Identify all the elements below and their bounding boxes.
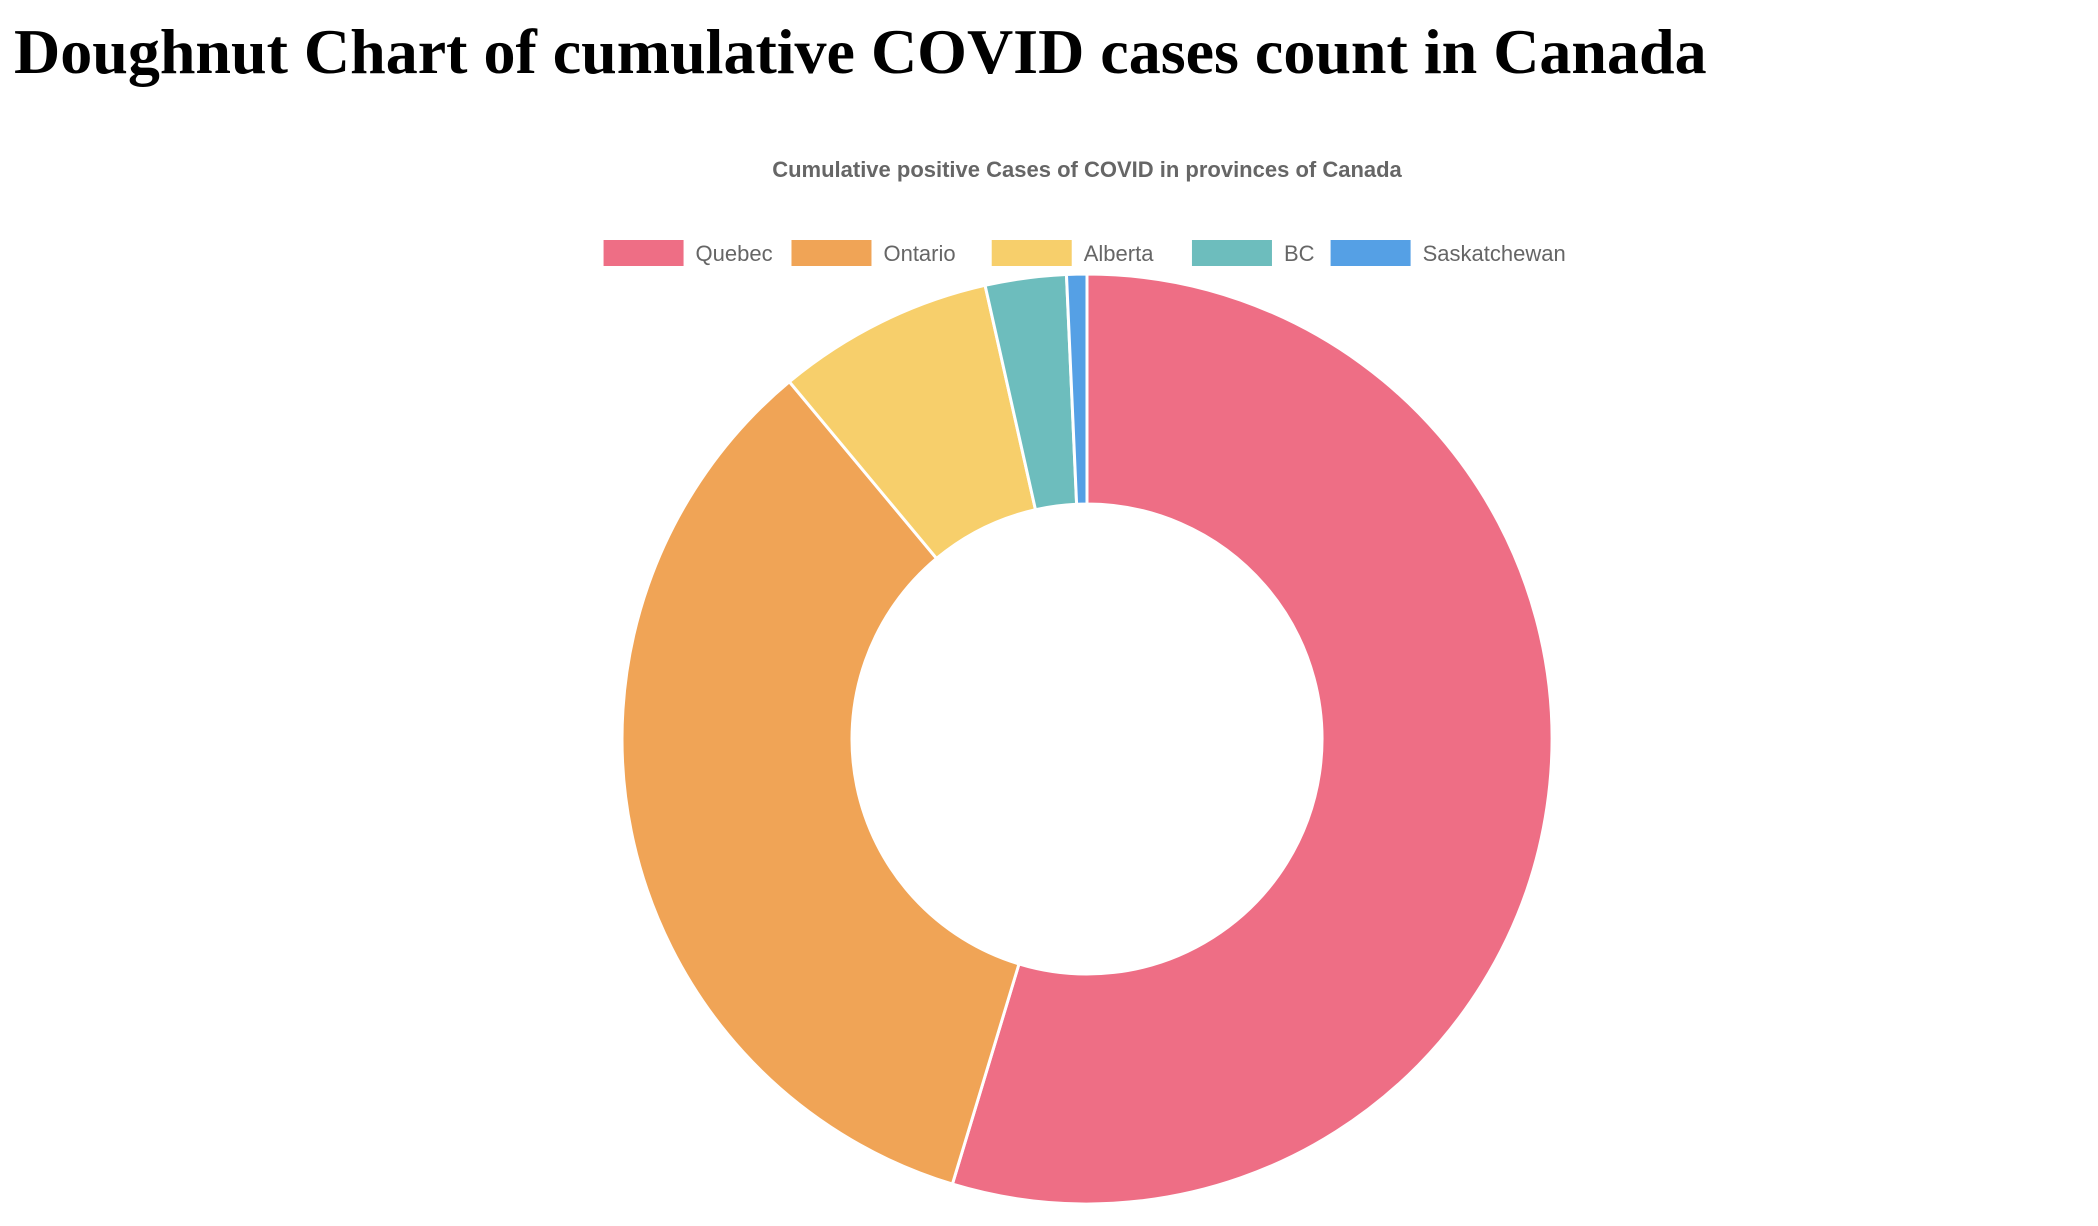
legend-swatch-bc	[1191, 240, 1272, 266]
legend-item-bc[interactable]: BC	[1191, 240, 1315, 266]
slice-ontario[interactable]	[620, 379, 1021, 1186]
legend-label-bc: BC	[1284, 241, 1315, 266]
legend-item-ontario[interactable]: Ontario	[791, 240, 956, 266]
chart-title: Cumulative positive Cases of COVID in pr…	[772, 157, 1402, 182]
legend-swatch-alberta	[991, 240, 1072, 266]
chart-slices	[620, 272, 1554, 1206]
doughnut-chart: Cumulative positive Cases of COVID in pr…	[603, 157, 1566, 1206]
slice-quebec[interactable]	[950, 272, 1554, 1206]
legend-swatch-saskatchewan	[1330, 240, 1411, 266]
slice-saskatchewan[interactable]	[1064, 272, 1089, 506]
chart-container: Cumulative positive Cases of COVID in pr…	[0, 140, 2098, 1226]
legend-label-quebec: Quebec	[696, 241, 773, 266]
legend-item-alberta[interactable]: Alberta	[991, 240, 1154, 266]
chart-legend: Quebec Ontario Alberta BC Saskatchewan	[603, 240, 1566, 266]
legend-label-ontario: Ontario	[883, 241, 955, 266]
legend-label-alberta: Alberta	[1084, 241, 1154, 266]
legend-label-saskatchewan: Saskatchewan	[1423, 241, 1566, 266]
legend-item-saskatchewan[interactable]: Saskatchewan	[1330, 240, 1566, 266]
legend-swatch-ontario	[791, 240, 872, 266]
legend-item-quebec[interactable]: Quebec	[603, 240, 773, 266]
page-title: Doughnut Chart of cumulative COVID cases…	[14, 16, 1707, 87]
legend-swatch-quebec	[603, 240, 684, 266]
